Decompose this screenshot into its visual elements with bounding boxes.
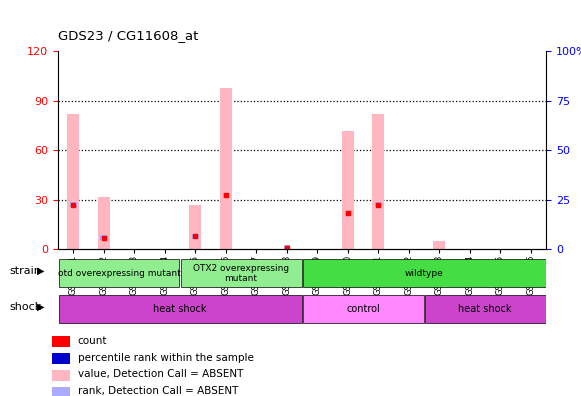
Bar: [223, 192, 229, 198]
Text: ▶: ▶: [37, 302, 44, 312]
Bar: [220, 88, 232, 249]
Bar: [59, 295, 302, 323]
Bar: [189, 205, 202, 249]
Bar: [52, 353, 70, 364]
Bar: [70, 202, 77, 208]
Bar: [52, 336, 70, 347]
Bar: [375, 202, 382, 208]
Bar: [192, 234, 199, 239]
Bar: [181, 259, 302, 287]
Bar: [303, 295, 424, 323]
Bar: [345, 211, 352, 216]
Text: control: control: [346, 304, 380, 314]
Text: heat shock: heat shock: [153, 304, 207, 314]
Bar: [67, 114, 80, 249]
Text: OTX2 overexpressing
mutant: OTX2 overexpressing mutant: [193, 264, 289, 283]
Text: ▶: ▶: [37, 266, 44, 276]
Text: otd overexpressing mutant: otd overexpressing mutant: [58, 269, 181, 278]
Bar: [52, 370, 70, 381]
Text: wildtype: wildtype: [405, 269, 443, 278]
Bar: [98, 197, 110, 249]
Text: count: count: [78, 336, 107, 346]
Bar: [303, 259, 546, 287]
Text: value, Detection Call = ABSENT: value, Detection Call = ABSENT: [78, 369, 243, 379]
Text: GDS23 / CG11608_at: GDS23 / CG11608_at: [58, 29, 199, 42]
Bar: [59, 259, 180, 287]
Text: shock: shock: [10, 302, 42, 312]
Text: rank, Detection Call = ABSENT: rank, Detection Call = ABSENT: [78, 386, 238, 396]
Bar: [372, 114, 385, 249]
Text: strain: strain: [10, 266, 42, 276]
Bar: [425, 295, 546, 323]
Text: percentile rank within the sample: percentile rank within the sample: [78, 352, 254, 363]
Bar: [433, 241, 446, 249]
Bar: [284, 246, 290, 250]
Bar: [101, 236, 107, 240]
Text: heat shock: heat shock: [458, 304, 512, 314]
Bar: [52, 386, 70, 396]
Bar: [342, 131, 354, 249]
